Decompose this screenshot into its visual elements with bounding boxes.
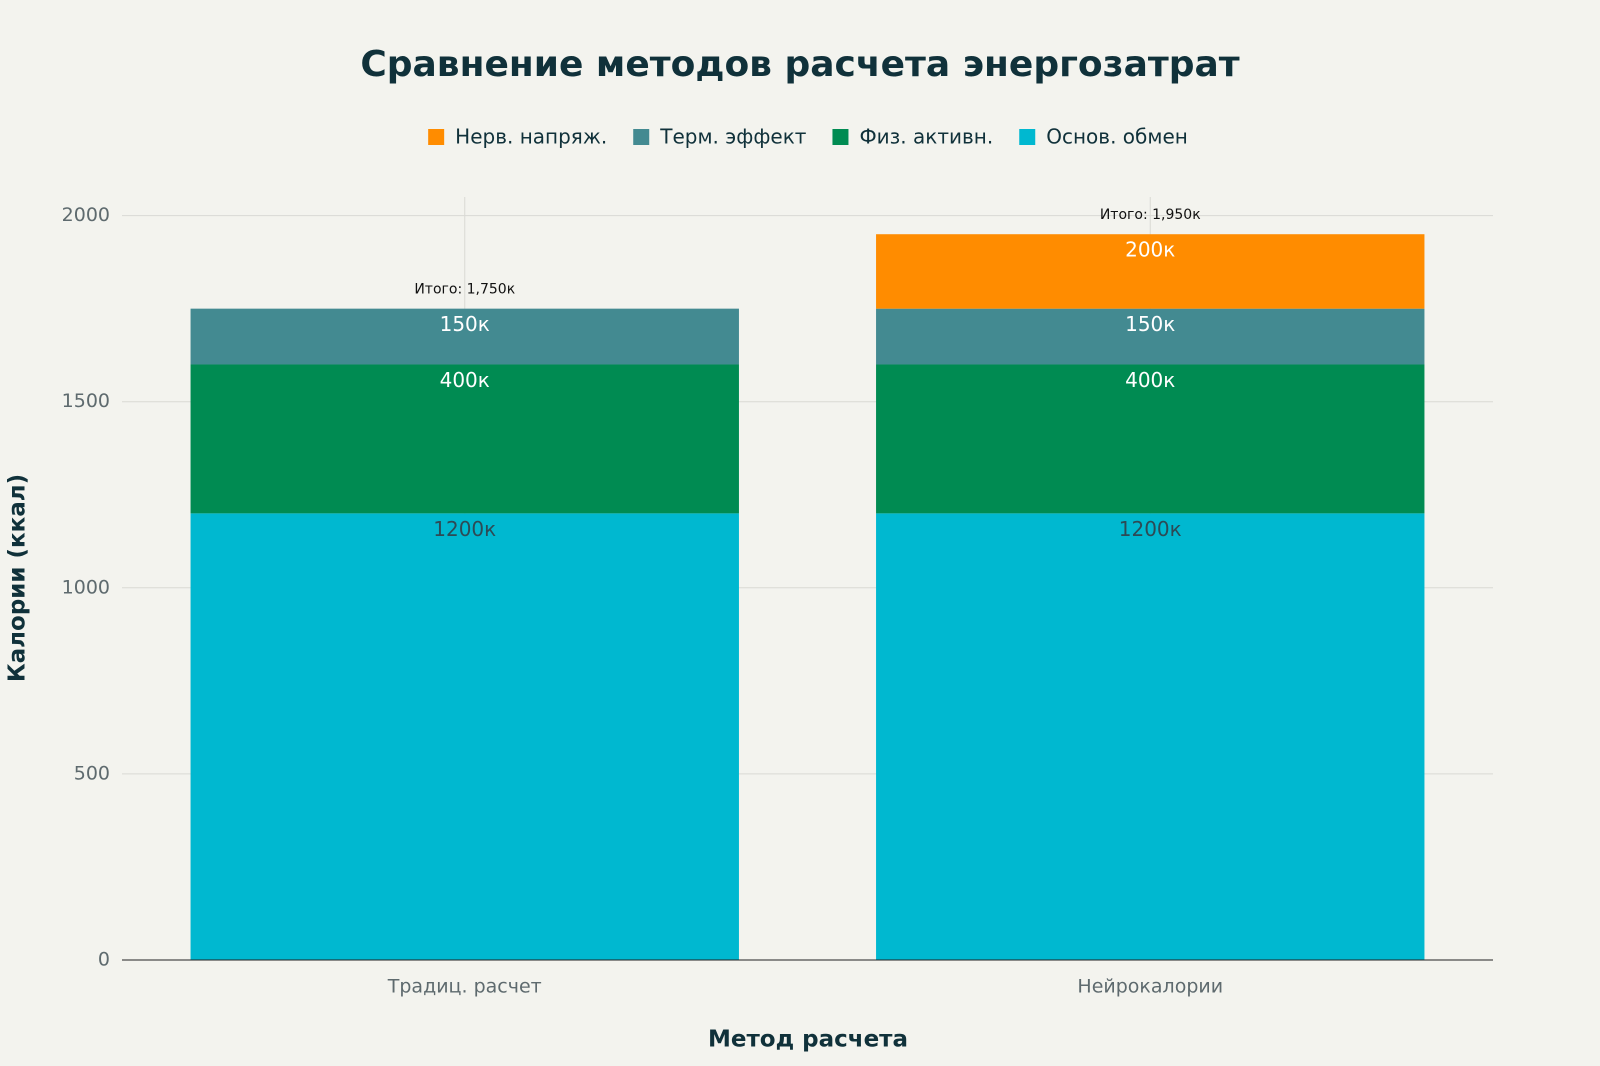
legend-label: Физ. активн. xyxy=(859,125,993,149)
legend-label: Терм. эффект xyxy=(659,125,807,149)
value-label: 150к xyxy=(1125,312,1175,336)
y-axis-title: Калории (ккал) xyxy=(5,474,31,682)
legend-swatch xyxy=(428,129,445,145)
value-label: 150к xyxy=(440,312,490,336)
legend: Нерв. напряж. Терм. эффект Физ. активн. Осн… xyxy=(428,125,1188,149)
chart-title: Сравнение методов расчета энергозатрат xyxy=(360,44,1239,85)
y-tick-label: 500 xyxy=(74,762,110,784)
y-tick-label: 1000 xyxy=(62,576,110,598)
legend-label: Основ. обмен xyxy=(1046,125,1188,149)
bar-segment xyxy=(876,234,1425,309)
value-label: 200к xyxy=(1125,238,1175,262)
y-tick-label: 1500 xyxy=(62,390,110,412)
bar-segment xyxy=(876,308,1425,365)
value-label: 400к xyxy=(440,368,490,392)
legend-swatch xyxy=(1019,129,1036,145)
value-label: 1200к xyxy=(1119,517,1182,541)
legend-swatch xyxy=(832,129,849,145)
bar-segment xyxy=(190,513,739,960)
value-label: 1200к xyxy=(433,517,496,541)
value-label: 400к xyxy=(1125,368,1175,392)
bar-segment xyxy=(190,364,739,514)
bar-segment xyxy=(876,513,1425,960)
bar-segment xyxy=(876,364,1425,514)
total-label: Итого: 1,950к xyxy=(1100,207,1201,223)
bar-segment xyxy=(190,308,739,365)
y-tick-label: 0 xyxy=(98,949,110,971)
legend-swatch xyxy=(633,129,650,145)
x-tick-label: Традиц. расчет xyxy=(387,976,542,998)
y-tick-label: 2000 xyxy=(62,204,110,226)
x-tick-label: Нейрокалории xyxy=(1077,976,1223,998)
legend-label: Нерв. напряж. xyxy=(455,125,607,149)
x-axis-title: Метод расчета xyxy=(708,1027,908,1053)
total-label: Итого: 1,750к xyxy=(414,282,515,298)
